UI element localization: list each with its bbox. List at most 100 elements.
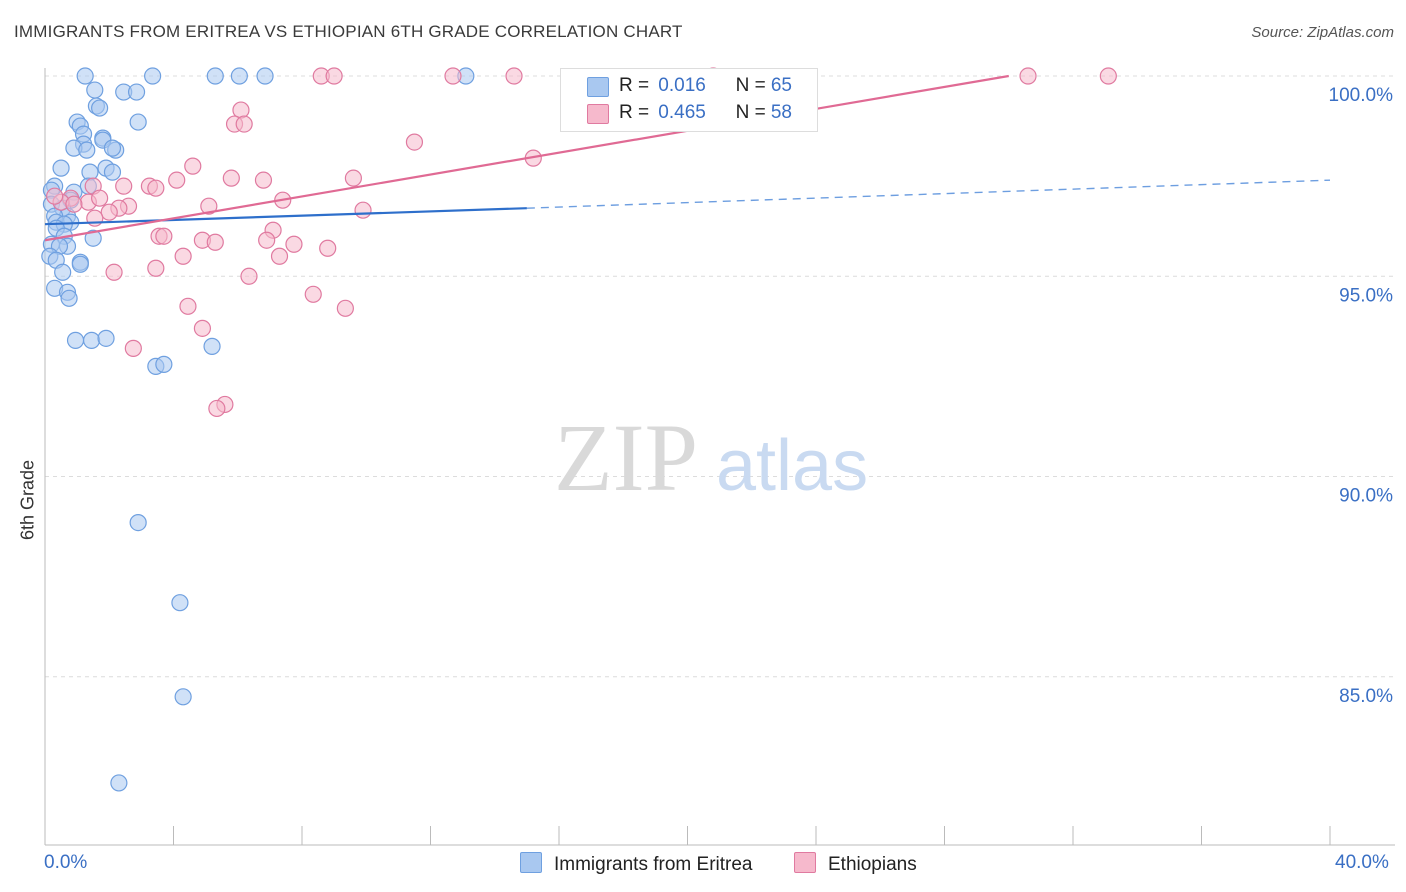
point-eritrea (103, 139, 122, 157)
point-ethiopians (193, 319, 212, 337)
point-ethiopians (254, 171, 273, 189)
point-ethiopians (65, 195, 83, 213)
point-ethiopians (505, 67, 523, 85)
bottom-legend-swatch-ethiopians (794, 852, 816, 873)
point-eritrea (230, 67, 248, 85)
legend-swatch-eritrea (587, 77, 609, 97)
chart-source: Source: ZipAtlas.com (1251, 24, 1394, 41)
point-ethiopians (206, 233, 224, 251)
point-eritrea (127, 83, 146, 101)
x-axis-min-label: 0.0% (44, 852, 88, 873)
y-tick-labels: 85.0% 90.0% 95.0% 100.0% (1329, 85, 1394, 707)
point-eritrea (144, 67, 162, 85)
point-eritrea (66, 331, 85, 349)
point-eritrea (174, 688, 192, 706)
point-eritrea (97, 329, 115, 347)
y-tick-label: 85.0% (1339, 686, 1393, 707)
point-eritrea (54, 263, 72, 281)
y-tick-label: 100.0% (1329, 85, 1394, 106)
grid-lines (45, 75, 1395, 678)
point-ethiopians (200, 197, 218, 215)
point-ethiopians (235, 115, 253, 133)
point-eritrea (86, 81, 104, 99)
legend-n-label: N = (735, 75, 766, 96)
bottom-legend-label-ethiopians: Ethiopians (828, 854, 917, 875)
point-ethiopians (155, 227, 173, 245)
point-eritrea (129, 513, 147, 532)
point-ethiopians (344, 169, 362, 187)
point-eritrea (110, 774, 128, 792)
point-eritrea (129, 113, 147, 131)
point-ethiopians (147, 179, 165, 197)
point-ethiopians (319, 239, 337, 257)
point-eritrea (171, 594, 189, 612)
legend-row-eritrea: R = 0.016 N = 65 (619, 75, 792, 97)
trend-line-ethiopians (44, 74, 1009, 242)
y-tick-label: 90.0% (1339, 486, 1393, 507)
point-ethiopians (325, 67, 343, 85)
point-eritrea (60, 289, 78, 307)
point-eritrea (71, 255, 89, 273)
x-axis-max-label: 40.0% (1335, 852, 1389, 873)
bottom-legend-swatch-eritrea (520, 852, 542, 873)
y-axis-label: 6th Grade (17, 459, 38, 541)
point-ethiopians (174, 247, 192, 265)
point-eritrea (155, 355, 173, 373)
point-eritrea (103, 163, 122, 181)
point-eritrea (203, 337, 221, 355)
source-prefix: Source: (1251, 24, 1308, 41)
point-ethiopians (100, 203, 118, 221)
point-eritrea (76, 67, 94, 85)
bottom-legend-ethiopians: Ethiopians (794, 852, 917, 876)
point-ethiopians (336, 299, 354, 317)
legend-swatch-ethiopians (587, 104, 609, 124)
point-ethiopians (147, 259, 165, 277)
point-eritrea (84, 229, 102, 247)
y-tick-label: 95.0% (1339, 285, 1393, 306)
point-ethiopians (184, 157, 202, 175)
point-ethiopians (168, 171, 186, 189)
point-ethiopians (124, 339, 142, 357)
point-eritrea (78, 141, 96, 159)
legend-n-label: N = (735, 102, 766, 123)
point-ethiopians (1099, 67, 1117, 85)
legend-n-value: 58 (770, 102, 792, 123)
point-eritrea (82, 331, 101, 349)
point-ethiopians (304, 285, 322, 303)
legend-row-ethiopians: R = 0.465 N = 58 (619, 102, 792, 124)
point-eritrea (91, 99, 109, 117)
trend-line-eritrea-extension (526, 179, 1331, 209)
legend-r-value: 0.465 (658, 102, 706, 123)
point-ethiopians (354, 201, 372, 219)
point-ethiopians (179, 297, 197, 315)
point-ethiopians (91, 189, 109, 207)
watermark: ZIP atlas (554, 404, 868, 511)
watermark-atlas: atlas (716, 426, 868, 506)
point-ethiopians (285, 235, 303, 253)
stats-legend: R = 0.016 N = 65 R = 0.465 N = 58 (560, 68, 818, 132)
point-ethiopians (208, 399, 226, 418)
bottom-legend-label-eritrea: Immigrants from Eritrea (554, 854, 753, 875)
point-ethiopians (105, 263, 123, 281)
legend-r-label: R = (619, 75, 650, 96)
point-ethiopians (444, 67, 462, 85)
legend-r-value: 0.016 (658, 75, 706, 96)
point-ethiopians (1019, 67, 1037, 85)
point-eritrea (206, 67, 224, 85)
point-ethiopians (258, 231, 276, 249)
trend-line-eritrea (44, 207, 527, 226)
legend-n-value: 65 (770, 75, 792, 96)
point-ethiopians (222, 169, 240, 187)
chart-title: IMMIGRANTS FROM ERITREA VS ETHIOPIAN 6TH… (14, 22, 683, 41)
axes (44, 68, 1395, 846)
bottom-legend-eritrea: Immigrants from Eritrea (520, 852, 752, 876)
trend-lines (44, 74, 1331, 242)
point-ethiopians (405, 133, 424, 151)
point-eritrea (256, 67, 274, 85)
point-ethiopians (270, 247, 289, 265)
point-ethiopians (115, 177, 133, 195)
source-name: ZipAtlas.com (1307, 24, 1394, 41)
point-eritrea (52, 159, 70, 177)
point-ethiopians (46, 187, 64, 205)
